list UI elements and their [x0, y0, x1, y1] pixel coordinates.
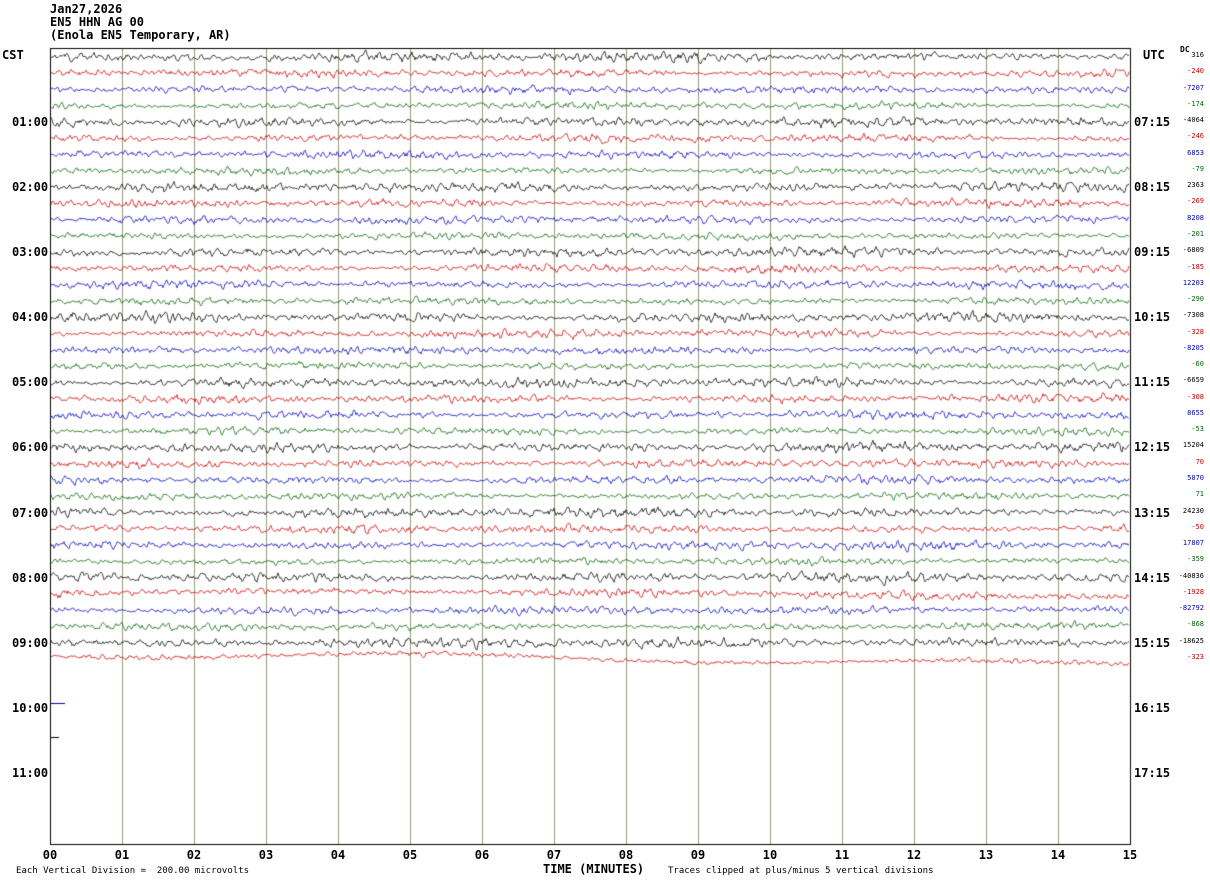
- x-tick-label: 15: [1122, 848, 1138, 862]
- dc-offset-value: -1928: [1182, 587, 1204, 596]
- right-time-label: 07:15: [1134, 115, 1171, 130]
- x-tick-label: 06: [474, 848, 490, 862]
- left-time-label: 05:00: [12, 375, 49, 390]
- x-tick-label: 08: [618, 848, 634, 862]
- right-time-label: 10:15: [1134, 310, 1171, 325]
- dc-column-label: DC: [1180, 45, 1190, 54]
- dc-offset-value: -7308: [1182, 311, 1204, 320]
- left-time-label: 09:00: [12, 635, 49, 650]
- dc-offset-value: -201: [1187, 229, 1204, 238]
- dc-offset-value: -8205: [1182, 343, 1204, 352]
- x-tick-label: 13: [978, 848, 994, 862]
- left-time-label: 03:00: [12, 245, 49, 260]
- dc-offset-value: -174: [1187, 99, 1204, 108]
- x-tick-label: 11: [834, 848, 850, 862]
- dc-offset-value: 24230: [1182, 506, 1204, 515]
- dc-offset-value: 70: [1195, 457, 1204, 466]
- right-time-label: 16:15: [1134, 700, 1171, 715]
- x-tick-label: 02: [186, 848, 202, 862]
- dc-offset-value: -40836: [1178, 571, 1204, 580]
- dc-offset-value: -82792: [1178, 604, 1204, 613]
- left-time-label: 01:00: [12, 115, 49, 130]
- right-timezone-label: UTC: [1143, 48, 1165, 62]
- x-tick-label: 03: [258, 848, 274, 862]
- right-time-label: 14:15: [1134, 570, 1171, 585]
- dc-offset-value: -79: [1191, 164, 1204, 173]
- dc-offset-value: -4064: [1182, 116, 1204, 125]
- x-tick-label: 01: [114, 848, 130, 862]
- dc-offset-value: 8208: [1187, 213, 1204, 222]
- right-time-label: 17:15: [1134, 765, 1171, 780]
- scale-note: Each Vertical Division = 200.00 microvol…: [16, 866, 249, 876]
- x-tick-label: 10: [762, 848, 778, 862]
- dc-offset-value: -6809: [1182, 246, 1204, 255]
- dc-offset-value: -60: [1191, 360, 1204, 369]
- dc-offset-value: -246: [1187, 132, 1204, 141]
- dc-offset-value: 17807: [1182, 539, 1204, 548]
- header-date: Jan27,2026: [50, 2, 123, 16]
- header-station: EN5 HHN AG 00: [50, 15, 144, 29]
- dc-offset-value: -185: [1187, 262, 1204, 271]
- dc-offset-value: -18625: [1178, 636, 1204, 645]
- left-time-label: 10:00: [12, 700, 49, 715]
- dc-offset-value: 15204: [1182, 441, 1204, 450]
- dc-offset-value: -868: [1187, 620, 1204, 629]
- left-time-label: 07:00: [12, 505, 49, 520]
- dc-offset-value: 2363: [1187, 181, 1204, 190]
- dc-offset-value: -6659: [1182, 376, 1204, 385]
- right-time-label: 12:15: [1134, 440, 1171, 455]
- dc-offset-value: -7207: [1182, 83, 1204, 92]
- right-time-label: 13:15: [1134, 505, 1171, 520]
- x-tick-label: 05: [402, 848, 418, 862]
- x-tick-label: 12: [906, 848, 922, 862]
- dc-offset-value: -308: [1187, 392, 1204, 401]
- dc-offset-value: -290: [1187, 295, 1204, 304]
- x-tick-label: 07: [546, 848, 562, 862]
- x-tick-label: 09: [690, 848, 706, 862]
- left-time-label: 08:00: [12, 570, 49, 585]
- left-timezone-label: CST: [2, 48, 24, 62]
- left-time-label: 06:00: [12, 440, 49, 455]
- right-time-label: 15:15: [1134, 635, 1171, 650]
- dc-offset-value: -359: [1187, 555, 1204, 564]
- right-time-label: 09:15: [1134, 245, 1171, 260]
- dc-offset-value: 316: [1191, 51, 1204, 59]
- x-tick-label: 00: [42, 848, 58, 862]
- x-tick-label: 04: [330, 848, 346, 862]
- clip-note: Traces clipped at plus/minus 5 vertical …: [668, 866, 934, 876]
- dc-offset-value: 8655: [1187, 408, 1204, 417]
- header-location: (Enola EN5 Temporary, AR): [50, 28, 231, 42]
- right-time-label: 08:15: [1134, 180, 1171, 195]
- dc-offset-value: 12203: [1182, 278, 1204, 287]
- x-axis-title: TIME (MINUTES): [543, 862, 645, 876]
- dc-offset-value: -269: [1187, 197, 1204, 206]
- dc-offset-value: 5070: [1187, 474, 1204, 483]
- dc-offset-value: 6853: [1187, 148, 1204, 157]
- dc-offset-value: -323: [1187, 652, 1204, 661]
- dc-offset-value: 71: [1195, 490, 1204, 499]
- dc-offset-value: -328: [1187, 327, 1204, 336]
- left-time-label: 11:00: [12, 765, 49, 780]
- left-time-label: 02:00: [12, 180, 49, 195]
- dc-offset-value: -50: [1191, 522, 1204, 531]
- right-time-label: 11:15: [1134, 375, 1171, 390]
- x-tick-label: 14: [1050, 848, 1066, 862]
- dc-offset-value: -240: [1187, 67, 1204, 76]
- left-time-label: 04:00: [12, 310, 49, 325]
- dc-offset-value: -53: [1191, 425, 1204, 434]
